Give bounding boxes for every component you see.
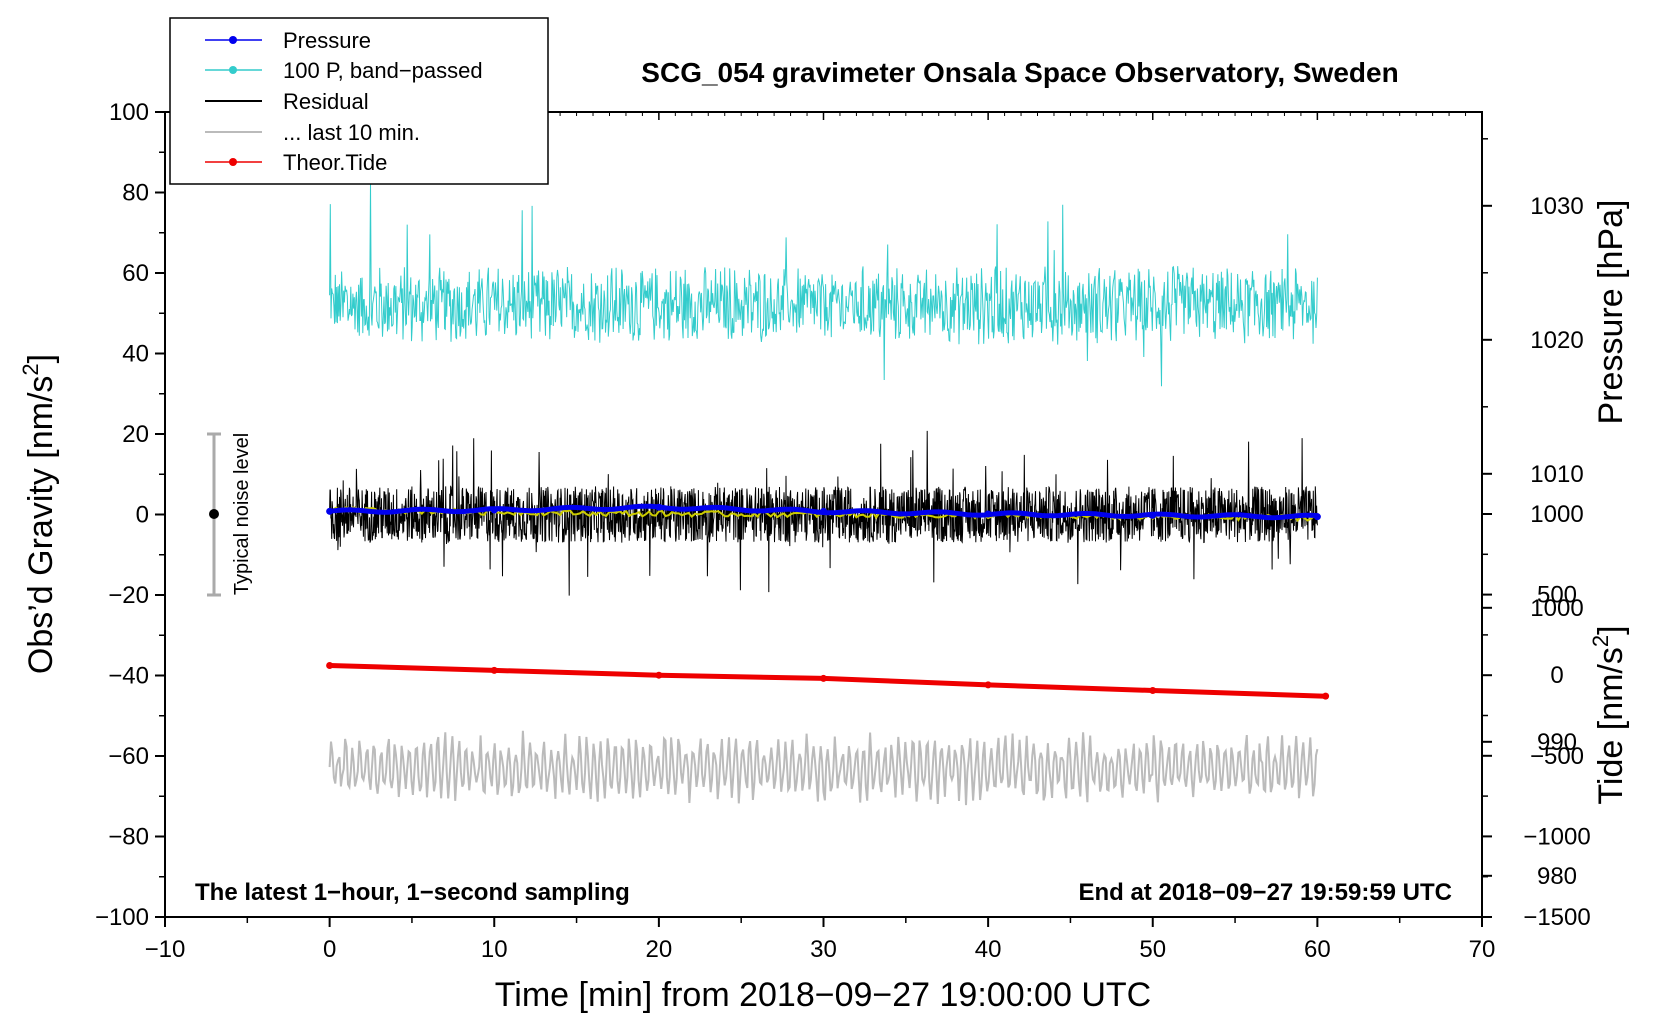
y-tick-label: −100 [95, 904, 149, 931]
legend-marker-theor-tide [229, 158, 237, 166]
y-tick-label: 60 [122, 260, 149, 287]
x-tick-label: 10 [481, 936, 508, 963]
tide-tick-label: −500 [1530, 743, 1584, 770]
x-tick-label: −10 [145, 936, 186, 963]
legend-label-band-passed: 100 P, band−passed [283, 58, 483, 83]
x-tick-label: 20 [646, 936, 673, 963]
y-axis-pressure-title: Pressure [hPa] [1592, 200, 1630, 425]
tide-point [820, 674, 827, 682]
y-tick-label: −40 [108, 663, 149, 690]
pressure-tick-label: 990 [1537, 729, 1577, 756]
pressure-tick-label: 1030 [1530, 193, 1583, 220]
series-layer [326, 181, 1330, 806]
tide-tick-label: 1000 [1530, 501, 1583, 528]
y-axis-tide-title-main: Tide [nm/s [1592, 647, 1630, 804]
tide-point [1149, 687, 1157, 695]
y-tick-label: 80 [122, 180, 149, 207]
y-axis-pressure: 1030 1020 1010 1000 990 980 [1482, 138, 1584, 890]
series-band-passed-pressure [329, 181, 1318, 387]
series-theor-tide [327, 663, 1329, 699]
tide-point [326, 662, 334, 670]
pressure-point [655, 503, 663, 511]
annotation-bottom-left: The latest 1−hour, 1−second sampling [195, 879, 630, 906]
y-tick-label: 40 [122, 341, 149, 368]
legend-item-residual: Residual [205, 89, 369, 114]
legend-item-last-10-min: ... last 10 min. [205, 120, 420, 145]
pressure-point [984, 510, 992, 518]
pressure-tick-label: 980 [1537, 863, 1577, 890]
legend-marker-band-passed [229, 66, 237, 74]
x-axis: −10 0 10 20 30 40 50 60 70 [145, 112, 1496, 963]
legend-label-pressure: Pressure [283, 28, 371, 53]
tide-point [1322, 692, 1330, 700]
tide-point [984, 681, 992, 689]
noise-bar: Typical noise level [207, 432, 253, 597]
pressure-point [326, 507, 334, 515]
legend-item-theor-tide: Theor.Tide [205, 150, 387, 175]
annotation-bottom-right: End at 2018−09−27 19:59:59 UTC [1078, 879, 1452, 906]
pressure-point [1313, 513, 1321, 521]
y-tick-label: −60 [108, 743, 149, 770]
tide-point [490, 666, 498, 674]
x-axis-title: Time [min] from 2018−09−27 19:00:00 UTC [495, 976, 1151, 1014]
tide-tick-label: 500 [1537, 582, 1577, 609]
noise-bar-label: Typical noise level [231, 433, 253, 595]
legend-label-theor-tide: Theor.Tide [283, 150, 387, 175]
y-tick-label: 100 [109, 99, 149, 126]
legend-marker-pressure [229, 36, 237, 44]
pressure-tick-label: 1020 [1530, 327, 1583, 354]
y-tick-label: 20 [122, 421, 149, 448]
y-axis-left-title: Obs’d Gravity [nm/s2] [18, 354, 60, 674]
chart-title: SCG_054 gravimeter Onsala Space Observat… [641, 57, 1398, 88]
x-tick-label: 0 [323, 936, 336, 963]
pressure-tick-label: 1000 [1530, 595, 1583, 622]
tide-tick-label: −1000 [1523, 823, 1590, 850]
x-tick-label: 70 [1469, 936, 1496, 963]
series-last-10-min [328, 730, 1319, 806]
x-tick-label: 60 [1304, 936, 1331, 963]
tide-point [655, 671, 663, 679]
y-axis-left-title-end: ] [22, 354, 60, 363]
legend-label-last-10-min: ... last 10 min. [283, 120, 420, 145]
pressure-tick-label: 1010 [1530, 461, 1583, 488]
x-tick-label: 30 [810, 936, 837, 963]
pressure-point [820, 507, 827, 515]
y-tick-label: 0 [136, 502, 149, 529]
noise-bar-center-dot [209, 509, 219, 519]
y-axis-left-title-sup: 2 [18, 363, 43, 375]
y-tick-label: −80 [108, 824, 149, 851]
y-tick-label: −20 [108, 582, 149, 609]
y-axis-left-title-main: Obs’d Gravity [nm/s [22, 376, 60, 675]
legend-item-pressure: Pressure [205, 28, 371, 53]
tide-tick-label: 0 [1550, 662, 1563, 689]
pressure-point [1149, 511, 1157, 519]
pressure-point [490, 506, 498, 514]
legend: Pressure 100 P, band−passed Residual ...… [169, 17, 549, 185]
y-axis-left: 100 80 60 40 20 0 −20 −40 −60 −80 −100 [95, 99, 165, 931]
y-axis-tide-title-end: ] [1592, 625, 1630, 634]
y-axis-tide-title: Tide [nm/s2] [1588, 625, 1630, 804]
x-tick-label: 50 [1139, 936, 1166, 963]
tide-tick-label: −1500 [1523, 904, 1590, 931]
legend-label-residual: Residual [283, 89, 369, 114]
y-axis-tide-title-sup: 2 [1588, 635, 1613, 647]
x-tick-label: 40 [975, 936, 1002, 963]
legend-item-band-passed: 100 P, band−passed [205, 58, 483, 83]
